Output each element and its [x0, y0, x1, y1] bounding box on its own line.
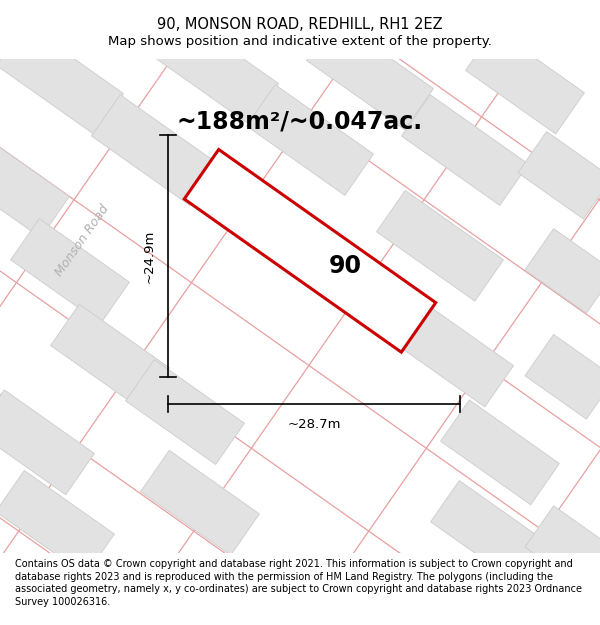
Text: 90, MONSON ROAD, REDHILL, RH1 2EZ: 90, MONSON ROAD, REDHILL, RH1 2EZ — [157, 17, 443, 32]
Polygon shape — [11, 219, 130, 323]
Polygon shape — [125, 359, 244, 464]
Polygon shape — [525, 334, 600, 419]
Polygon shape — [431, 481, 550, 586]
Text: Map shows position and indicative extent of the property.: Map shows position and indicative extent… — [108, 34, 492, 48]
Polygon shape — [0, 24, 124, 135]
Polygon shape — [525, 506, 600, 591]
Polygon shape — [518, 131, 600, 219]
Polygon shape — [0, 390, 94, 495]
Polygon shape — [307, 19, 433, 130]
Polygon shape — [401, 95, 529, 206]
Polygon shape — [377, 191, 503, 301]
Polygon shape — [440, 400, 559, 505]
Text: ~28.7m: ~28.7m — [287, 418, 341, 431]
Polygon shape — [0, 471, 115, 576]
Polygon shape — [386, 296, 514, 407]
Polygon shape — [184, 149, 436, 352]
Text: ~188m²/~0.047ac.: ~188m²/~0.047ac. — [177, 110, 423, 134]
Polygon shape — [152, 14, 278, 125]
Text: Monson Road: Monson Road — [53, 202, 112, 279]
Polygon shape — [0, 133, 70, 238]
Text: Contains OS data © Crown copyright and database right 2021. This information is : Contains OS data © Crown copyright and d… — [15, 559, 582, 608]
Polygon shape — [466, 29, 584, 134]
Text: ~24.9m: ~24.9m — [143, 229, 156, 282]
Polygon shape — [92, 95, 218, 206]
Polygon shape — [247, 84, 373, 195]
Text: 90: 90 — [329, 254, 361, 278]
Polygon shape — [140, 451, 259, 555]
Polygon shape — [525, 229, 600, 313]
Polygon shape — [50, 304, 169, 409]
